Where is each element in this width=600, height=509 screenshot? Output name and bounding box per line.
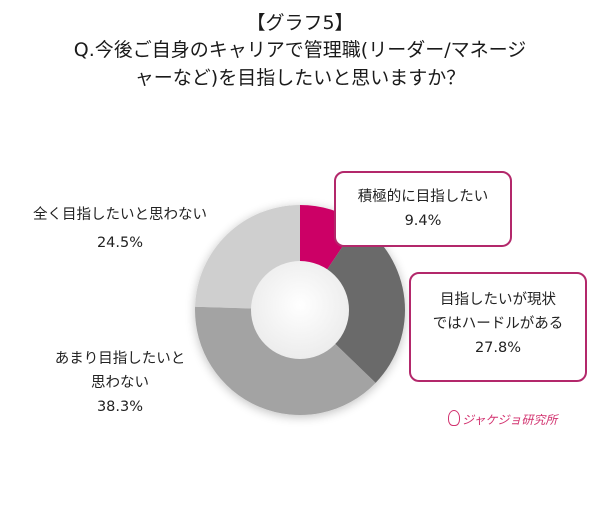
label-seg1-line2: ではハードルがある [432, 316, 564, 332]
donut-segments [195, 205, 405, 415]
label-seg0-value: 9.4% [404, 213, 442, 229]
label-seg2-line1: あまり目指したいと [54, 351, 186, 367]
chart-question-line2: ャーなど)を目指したいと思いますか？ [134, 67, 466, 89]
chart-title-tag: 【グラフ5】 [246, 12, 354, 34]
logo-mascot-icon [448, 410, 460, 426]
label-seg2: あまり目指したいと 思わない 38.3% [45, 347, 195, 419]
label-seg1-value: 27.8% [474, 340, 522, 356]
logo-text: ジャケジョ研究所 [462, 413, 558, 427]
callout-seg1: 目指したいが現状 ではハードルがある 27.8% [409, 272, 587, 382]
label-seg0-name: 積極的に目指したい [357, 189, 489, 205]
chart-question-line1: Q.今後ご自身のキャリアで管理職(リーダー/マネージ [73, 39, 527, 61]
donut-hole [251, 261, 349, 359]
label-seg3: 全く目指したいと思わない 24.5% [20, 203, 220, 255]
label-seg3-name: 全く目指したいと思わない [33, 207, 207, 223]
donut-segment-3 [195, 205, 300, 309]
label-seg1-line1: 目指したいが現状 [440, 292, 556, 308]
label-seg2-line2: 思わない [91, 375, 149, 391]
donut-segment-1 [326, 222, 405, 383]
brand-logo: ジャケジョ研究所 [448, 410, 557, 428]
callout-seg0: 積極的に目指したい 9.4% [334, 171, 512, 247]
label-seg3-value: 24.5% [96, 235, 144, 251]
label-seg2-value: 38.3% [96, 399, 144, 415]
donut-segment-2 [195, 306, 376, 415]
